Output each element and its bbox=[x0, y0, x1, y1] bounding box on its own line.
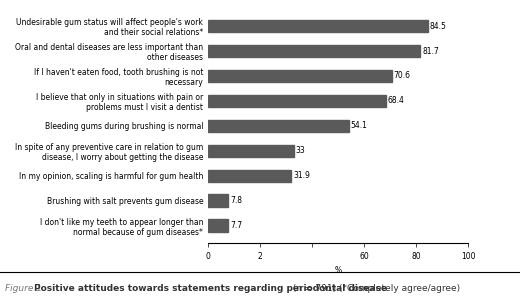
Text: (n = 791) (*Completely agree/agree): (n = 791) (*Completely agree/agree) bbox=[290, 284, 460, 293]
Text: 81.7: 81.7 bbox=[422, 46, 439, 56]
Text: Figure 1: Figure 1 bbox=[0, 306, 1, 307]
Bar bbox=[208, 20, 428, 32]
Text: 33: 33 bbox=[296, 146, 306, 155]
Bar bbox=[208, 220, 228, 232]
Text: Positive attitudes towards statements regarding periodontal disease: Positive attitudes towards statements re… bbox=[34, 284, 387, 293]
Bar bbox=[208, 45, 421, 57]
Text: 7.7: 7.7 bbox=[230, 221, 242, 230]
Text: 7.8: 7.8 bbox=[230, 196, 242, 205]
Text: 31.9: 31.9 bbox=[293, 171, 310, 180]
Text: Figure 1 Positive attitudes towards statements regarding periodontal disease (n : Figure 1 Positive attitudes towards stat… bbox=[0, 306, 1, 307]
Bar bbox=[208, 95, 386, 107]
Bar bbox=[208, 120, 348, 132]
Text: 70.6: 70.6 bbox=[394, 72, 411, 80]
Text: 54.1: 54.1 bbox=[351, 121, 368, 130]
Bar bbox=[208, 145, 294, 157]
Text: 84.5: 84.5 bbox=[430, 21, 447, 31]
Text: Figure 1: Figure 1 bbox=[5, 284, 45, 293]
Bar bbox=[208, 70, 392, 82]
Text: Figure 1: Figure 1 bbox=[0, 306, 1, 307]
Bar bbox=[208, 195, 228, 207]
Text: 68.4: 68.4 bbox=[388, 96, 405, 105]
Bar bbox=[208, 169, 291, 182]
X-axis label: %: % bbox=[334, 266, 342, 275]
